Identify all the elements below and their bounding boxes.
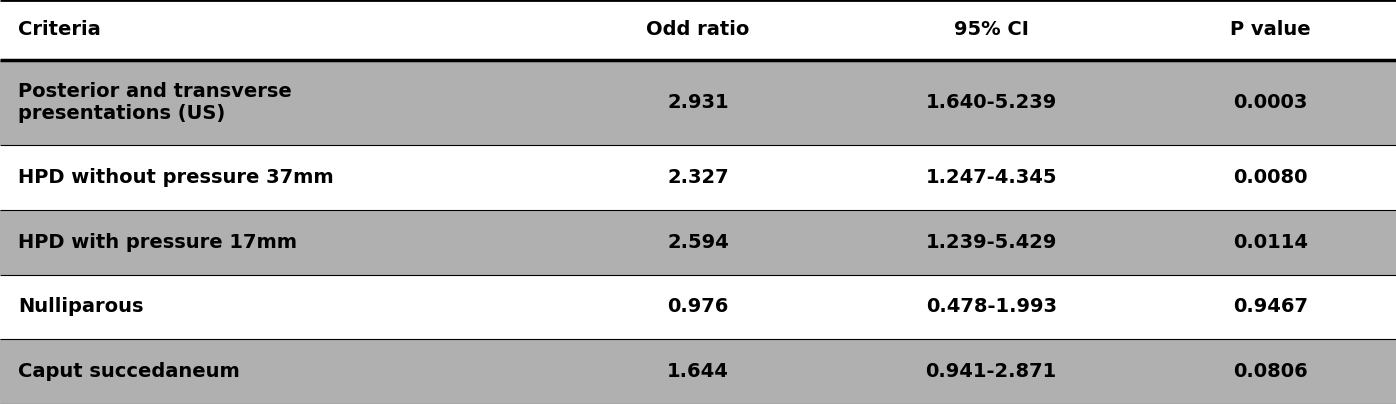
Text: Caput succedaneum: Caput succedaneum [18,362,240,381]
Bar [0,275,1396,339]
Text: 2.931: 2.931 [667,93,729,112]
Bar [0,145,1396,210]
Text: 2.594: 2.594 [667,233,729,252]
Text: Criteria: Criteria [18,20,101,40]
Text: 0.0114: 0.0114 [1233,233,1308,252]
Text: 0.0003: 0.0003 [1233,93,1308,112]
Text: 0.941-2.871: 0.941-2.871 [926,362,1057,381]
Text: 1.239-5.429: 1.239-5.429 [926,233,1057,252]
Text: 0.478-1.993: 0.478-1.993 [926,297,1057,316]
Text: P value: P value [1230,20,1311,40]
Bar [0,339,1396,404]
Bar [0,210,1396,275]
Text: HPD without pressure 37mm: HPD without pressure 37mm [18,168,334,187]
Text: 1.640-5.239: 1.640-5.239 [926,93,1057,112]
Text: 0.0080: 0.0080 [1233,168,1308,187]
Text: HPD with pressure 17mm: HPD with pressure 17mm [18,233,297,252]
Bar [0,0,1396,60]
Bar [0,60,1396,145]
Text: 0.0806: 0.0806 [1233,362,1308,381]
Text: Posterior and transverse
presentations (US): Posterior and transverse presentations (… [18,82,292,123]
Text: 95% CI: 95% CI [953,20,1029,40]
Text: 1.644: 1.644 [667,362,729,381]
Text: 0.976: 0.976 [667,297,729,316]
Text: 0.9467: 0.9467 [1233,297,1308,316]
Text: 1.247-4.345: 1.247-4.345 [926,168,1057,187]
Text: Odd ratio: Odd ratio [646,20,750,40]
Text: Nulliparous: Nulliparous [18,297,144,316]
Text: 2.327: 2.327 [667,168,729,187]
